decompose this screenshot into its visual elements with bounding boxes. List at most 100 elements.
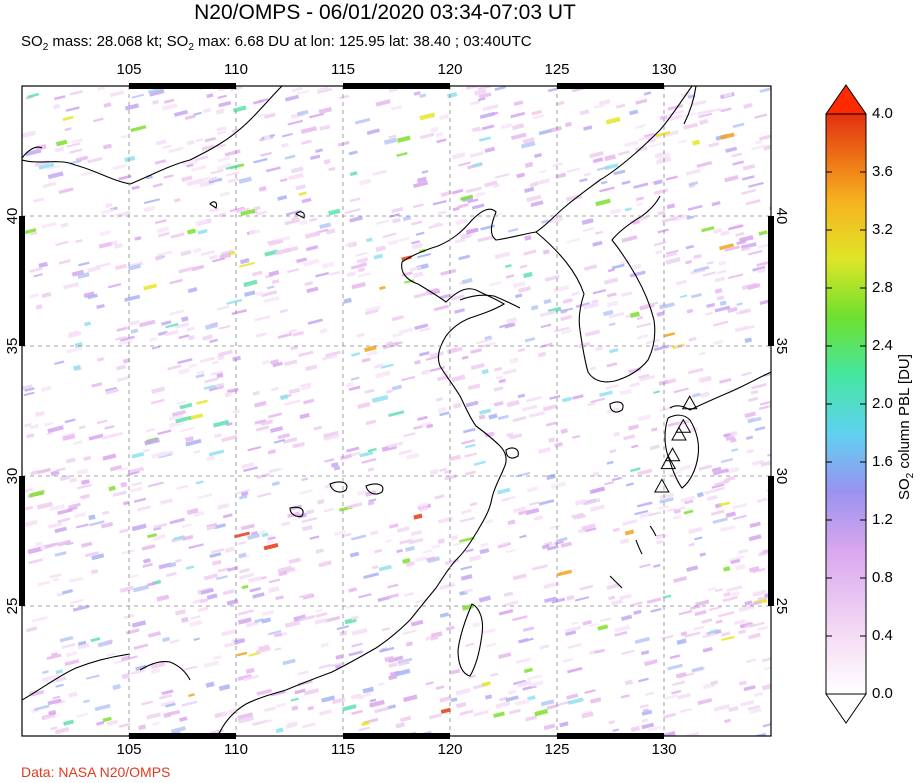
so2-pixel [651, 427, 658, 432]
so2-pixel [566, 594, 575, 601]
so2-pixel [439, 695, 452, 703]
so2-pixel [63, 282, 80, 290]
so2-pixel [685, 168, 701, 176]
lon-tick-label: 115 [331, 741, 355, 758]
so2-pixel [505, 274, 515, 279]
so2-pixel [546, 473, 556, 481]
so2-pixel [530, 304, 539, 311]
so2-pixel [707, 586, 717, 592]
so2-pixel [747, 705, 760, 711]
so2-pixel [614, 630, 628, 637]
so2-pixel [512, 506, 526, 514]
so2-pixel [449, 668, 461, 675]
so2-pixel [495, 375, 504, 380]
so2-pixel [658, 379, 669, 386]
so2-pixel [120, 466, 129, 472]
so2-pixel [523, 271, 533, 279]
so2-pixel [196, 399, 208, 405]
so2-pixel [547, 87, 557, 93]
so2-pixel [331, 697, 346, 705]
so2-pixel [28, 558, 43, 565]
so2-pixel [109, 464, 123, 472]
lat-tick-label: 40 [4, 208, 21, 225]
so2-pixel [493, 366, 503, 372]
so2-pixel [723, 566, 731, 572]
so2-pixel [582, 524, 595, 531]
so2-pixel [267, 412, 283, 419]
so2-pixel [741, 175, 755, 181]
colorbar-tick-label: 4.0 [872, 105, 893, 122]
so2-pixel [699, 552, 707, 557]
so2-pixel [450, 697, 458, 703]
so2-pixel [240, 523, 255, 531]
so2-pixel [296, 257, 307, 264]
so2-pixel [133, 643, 149, 650]
so2-pixel [698, 375, 711, 383]
so2-pixel [337, 140, 350, 147]
volcano-icon [675, 418, 692, 433]
so2-pixel [687, 94, 696, 99]
so2-pixel [55, 139, 68, 147]
so2-pixel [546, 421, 557, 427]
so2-pixel [237, 712, 254, 721]
so2-pixel [746, 435, 754, 440]
so2-pixel [607, 407, 620, 414]
so2-pixel [513, 100, 524, 106]
lat-tick-label: 30 [4, 468, 21, 485]
so2-pixel [366, 237, 373, 243]
so2-pixel [331, 661, 345, 668]
so2-pixel [600, 180, 608, 185]
so2-pixel [582, 226, 595, 233]
so2-pixel [748, 534, 762, 542]
so2-pixel [241, 462, 255, 469]
so2-pixel [439, 411, 450, 417]
so2-pixel [621, 235, 638, 243]
so2-pixel [654, 151, 667, 159]
so2-pixel [386, 389, 393, 394]
so2-pixel [633, 182, 649, 189]
so2-pixel [416, 176, 427, 184]
so2-pixel [744, 411, 756, 419]
so2-pixel [222, 589, 235, 596]
so2-pixel [460, 232, 472, 240]
so2-pixel [24, 487, 34, 493]
so2-pixel [41, 221, 57, 229]
so2-pixel [204, 136, 216, 143]
so2-pixel [298, 191, 307, 197]
so2-pixel [656, 539, 664, 545]
so2-pixel [623, 140, 639, 148]
volcano-icon [664, 447, 681, 462]
so2-pixel [706, 302, 716, 309]
so2-pixel [64, 418, 76, 424]
so2-pixel [761, 682, 771, 691]
so2-pixel [439, 582, 456, 591]
so2-pixel [217, 94, 227, 100]
so2-pixel [672, 680, 686, 687]
so2-pixel [512, 415, 527, 423]
so2-pixel [671, 689, 682, 695]
so2-pixel [479, 548, 490, 555]
so2-pixel [96, 86, 106, 91]
so2-pixel [589, 366, 597, 371]
so2-pixel [543, 723, 556, 731]
so2-pixel [252, 390, 260, 396]
so2-pixel [415, 231, 425, 236]
so2-pixel [78, 261, 90, 267]
so2-pixel [169, 309, 185, 316]
so2-pixel [292, 441, 305, 449]
so2-pixel [598, 99, 611, 106]
so2-pixel [595, 230, 603, 235]
so2-pixel [127, 470, 140, 476]
so2-pixel [717, 269, 727, 275]
so2-pixel [546, 703, 560, 710]
so2-pixel [638, 373, 650, 379]
so2-pixel [388, 674, 398, 681]
so2-pixel [518, 509, 529, 516]
so2-pixel [478, 92, 492, 99]
so2-pixel [361, 457, 377, 464]
so2-pixel [41, 677, 49, 683]
so2-pixel [200, 588, 214, 595]
so2-pixel [116, 326, 128, 332]
so2-pixel [516, 172, 526, 179]
